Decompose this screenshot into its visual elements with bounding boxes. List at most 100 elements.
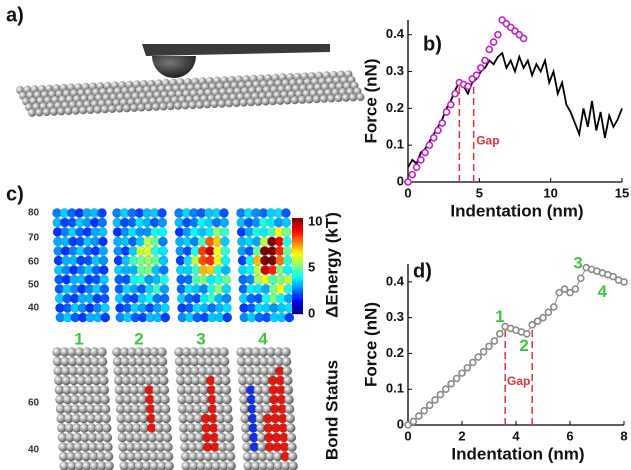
colorbar-tick-label: 10 — [308, 213, 322, 228]
lattice-sphere — [291, 96, 299, 104]
data-marker — [486, 343, 492, 349]
energy-sphere — [222, 303, 231, 312]
bond-sphere — [159, 376, 168, 385]
colorbar-segment — [292, 283, 303, 286]
bond-sphere — [288, 452, 297, 461]
x-tick-label: 0 — [404, 428, 411, 443]
data-marker — [478, 65, 484, 71]
colorbar-segment — [292, 292, 303, 295]
energy-sphere — [159, 256, 168, 265]
bond-sphere — [162, 414, 171, 423]
bond-sphere — [161, 404, 170, 413]
colorbar-segment — [292, 259, 303, 262]
energy-sphere — [160, 275, 169, 284]
y-tick-label: 0.4 — [386, 273, 405, 288]
lattice-sphere — [254, 98, 262, 106]
cantilever — [142, 44, 330, 56]
colorbar-segment — [292, 244, 303, 247]
energy-sphere — [221, 246, 230, 255]
colorbar-segment — [292, 261, 303, 264]
energy-sphere — [222, 284, 231, 293]
colorbar-segment — [292, 266, 303, 269]
data-marker — [454, 375, 460, 381]
data-marker — [521, 35, 527, 41]
map-y-tick-label: 40 — [28, 445, 40, 456]
data-line — [408, 53, 622, 167]
x-tick-label: 4 — [512, 428, 520, 443]
bond-sphere — [160, 385, 169, 394]
colorbar-segment — [292, 240, 303, 243]
data-marker — [431, 135, 437, 141]
bond-sphere — [98, 357, 107, 366]
y-tick-label: 0.1 — [386, 381, 404, 396]
bond-sphere — [103, 442, 112, 451]
colorbar-segment — [292, 288, 303, 291]
bond-sphere — [289, 461, 298, 470]
energy-sphere — [282, 227, 291, 236]
y-axis-title: Force (nN) — [361, 302, 380, 387]
data-marker — [426, 142, 432, 148]
bond-sphere — [224, 423, 233, 432]
panel-label: d) — [413, 260, 432, 282]
colorbar-segment — [292, 264, 303, 267]
bond-sphere — [287, 442, 296, 451]
lattice-sphere — [240, 99, 248, 107]
energy-sphere — [99, 265, 108, 274]
x-tick-label: 8 — [620, 428, 627, 443]
lattice-sphere — [57, 107, 65, 115]
bond-status-label: Bond Status — [322, 360, 341, 460]
data-marker — [444, 109, 450, 115]
colorbar-segment — [292, 297, 303, 300]
colorbar-segment — [292, 268, 303, 271]
data-marker — [572, 286, 578, 292]
energy-sphere — [100, 275, 109, 284]
lattice-sphere — [79, 106, 87, 114]
data-marker — [621, 279, 627, 285]
lattice-sphere — [320, 95, 328, 103]
y-tick-label: 0.2 — [386, 345, 404, 360]
colorbar-tick-label: 5 — [308, 259, 315, 274]
energy-sphere — [282, 237, 291, 246]
y-tick-label: 0.3 — [386, 63, 404, 78]
data-marker — [465, 83, 471, 89]
energy-sphere — [283, 265, 292, 274]
energy-sphere — [284, 294, 293, 303]
energy-sphere — [284, 275, 293, 284]
lattice-sphere — [174, 102, 182, 110]
map-y-tick-label: 60 — [28, 398, 40, 409]
data-marker — [495, 32, 501, 38]
data-marker — [491, 338, 497, 344]
lattice-sphere — [159, 103, 167, 111]
colorbar-segment — [292, 223, 303, 226]
bond-sphere — [100, 385, 109, 394]
bond-sphere — [105, 461, 114, 470]
energy-sphere — [161, 313, 170, 322]
lattice-sphere — [276, 97, 284, 105]
bond-sphere — [102, 423, 111, 432]
annotation: 3 — [573, 253, 582, 272]
bond-sphere — [222, 395, 231, 404]
lattice-sphere — [225, 99, 233, 107]
energy-sphere — [158, 227, 167, 236]
x-tick-label: 2 — [458, 428, 465, 443]
colorbar-segment — [292, 295, 303, 298]
map-y-tick-label: 80 — [28, 208, 40, 219]
annotation: 2 — [519, 336, 528, 355]
data-marker — [551, 304, 557, 310]
colorbar-segment — [292, 309, 303, 312]
energy-sphere — [285, 313, 294, 322]
data-marker — [437, 392, 443, 398]
lattice-sphere — [211, 100, 219, 108]
lattice-sphere — [218, 100, 226, 108]
energy-sphere — [99, 246, 108, 255]
frame-label: 1 — [74, 329, 83, 348]
colorbar-segment — [292, 218, 303, 221]
bond-sphere — [286, 423, 295, 432]
colorbar-segment — [292, 254, 303, 257]
bond-sphere — [162, 423, 171, 432]
lattice-sphere — [65, 107, 73, 115]
colorbar-segment — [292, 256, 303, 259]
lattice-sphere — [284, 97, 292, 105]
energy-sphere — [159, 265, 168, 274]
bond-sphere — [164, 452, 173, 461]
